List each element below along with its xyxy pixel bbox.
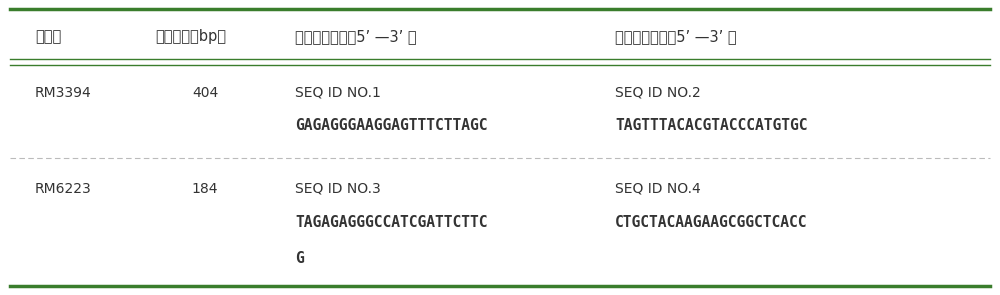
Text: 正向引物序列（5’ —3’ ）: 正向引物序列（5’ —3’ ） [295,30,417,44]
Text: 404: 404 [192,86,218,100]
Text: RM6223: RM6223 [35,182,92,196]
Text: GAGAGGGAAGGAGTTTCTTAGC: GAGAGGGAAGGAGTTTCTTAGC [295,118,488,133]
Text: G: G [295,251,304,266]
Text: SEQ ID NO.3: SEQ ID NO.3 [295,182,381,196]
Text: 产品大小（bp）: 产品大小（bp） [155,30,226,44]
Text: RM3394: RM3394 [35,86,92,100]
Text: 引物对: 引物对 [35,30,61,44]
Text: TAGAGAGGGCCATCGATTCTTC: TAGAGAGGGCCATCGATTCTTC [295,215,488,230]
Text: 反向引物序列（5’ —3’ ）: 反向引物序列（5’ —3’ ） [615,30,737,44]
Text: TAGTTTACACGTACCCATGTGC: TAGTTTACACGTACCCATGTGC [615,118,808,133]
Text: 184: 184 [192,182,218,196]
Text: CTGCTACAAGAAGCGGCTCACC: CTGCTACAAGAAGCGGCTCACC [615,215,808,230]
Text: SEQ ID NO.2: SEQ ID NO.2 [615,86,701,100]
Text: SEQ ID NO.4: SEQ ID NO.4 [615,182,701,196]
Text: SEQ ID NO.1: SEQ ID NO.1 [295,86,381,100]
